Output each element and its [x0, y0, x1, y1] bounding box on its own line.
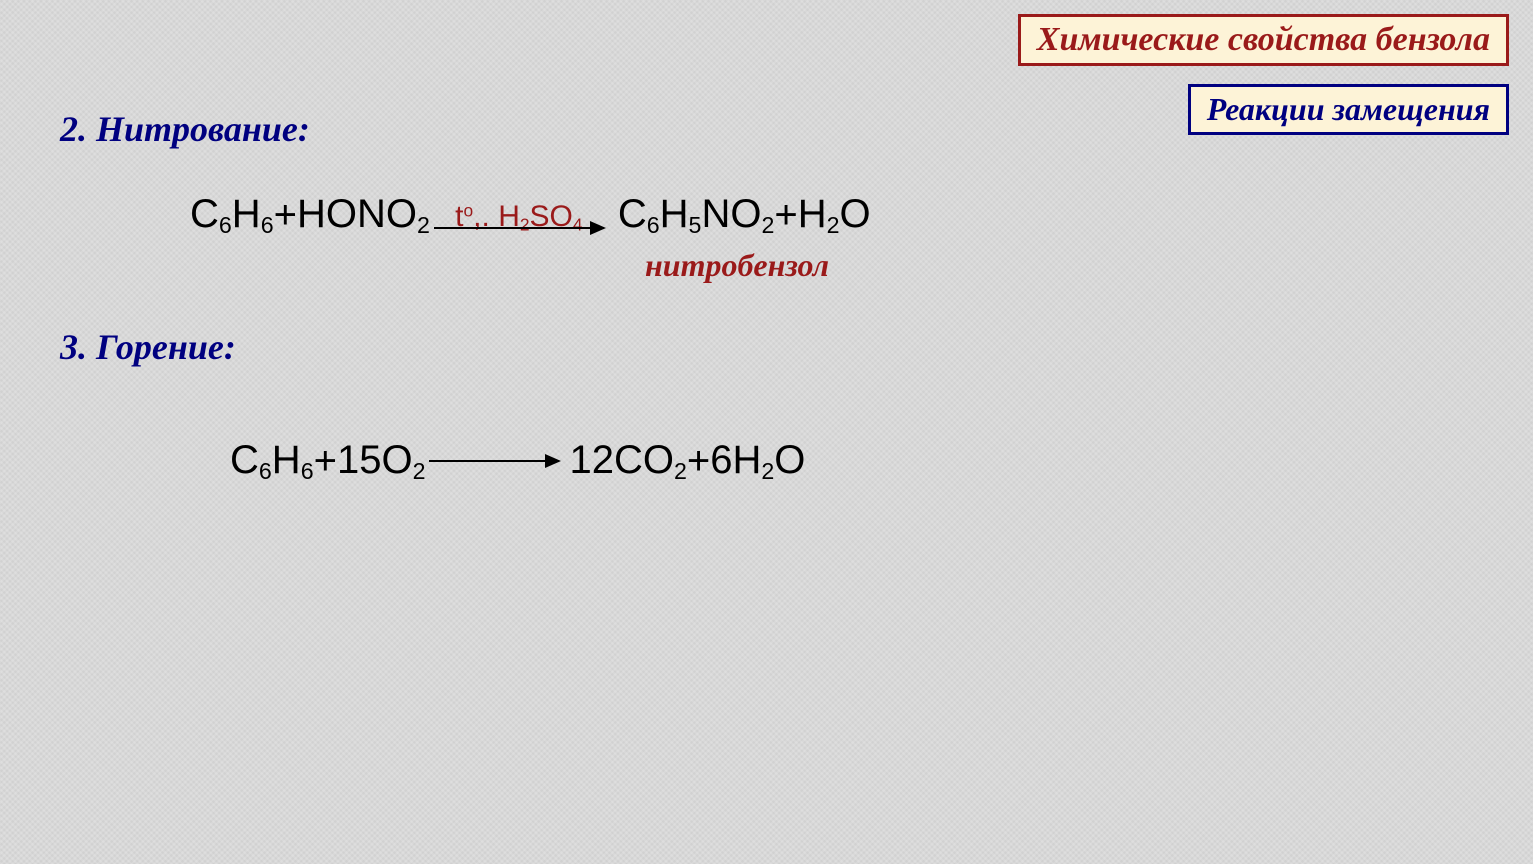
eq1-plus-1: + — [274, 193, 297, 238]
equation-nitration: C6H6 + HONO2 to,. H2SO4 C6H5NO2 + H2O — [190, 192, 871, 239]
section-nitration-number: 2. — [60, 109, 87, 149]
section-combustion-title: Горение: — [96, 327, 236, 367]
arrow-icon — [429, 460, 559, 462]
eq2-product1: 12CO2 — [569, 438, 686, 485]
section-combustion-heading: 3. Горение: — [60, 326, 236, 368]
arrow-icon — [434, 227, 604, 229]
title-text: Химические свойства бензола — [1037, 21, 1490, 58]
eq1-reactant2: HONO2 — [297, 192, 430, 239]
eq1-product1: C6H5NO2 — [618, 192, 775, 239]
eq1-plus-2: + — [774, 193, 797, 238]
eq1-arrow: to,. H2SO4 — [434, 202, 604, 230]
eq2-reactant1: C6H6 — [230, 438, 314, 485]
equation-combustion: C6H6 + 15O2 12CO2 + 6H2O — [230, 438, 805, 485]
subtitle-box: Реакции замещения — [1188, 84, 1509, 135]
title-box: Химические свойства бензола — [1018, 14, 1509, 66]
nitrobenzene-label: нитробензол — [645, 247, 829, 284]
subtitle-text: Реакции замещения — [1207, 91, 1490, 127]
eq2-plus-2: + — [687, 439, 710, 484]
section-nitration-heading: 2. Нитрование: — [60, 108, 310, 150]
eq2-product2: 6H2O — [710, 438, 805, 485]
eq1-reactant1: C6H6 — [190, 192, 274, 239]
eq2-reactant2: 15O2 — [337, 438, 426, 485]
section-combustion-number: 3. — [60, 327, 87, 367]
eq2-plus-1: + — [314, 439, 337, 484]
section-nitration-title: Нитрование: — [96, 109, 310, 149]
eq1-product2: H2O — [798, 192, 871, 239]
eq2-arrow — [429, 460, 559, 462]
